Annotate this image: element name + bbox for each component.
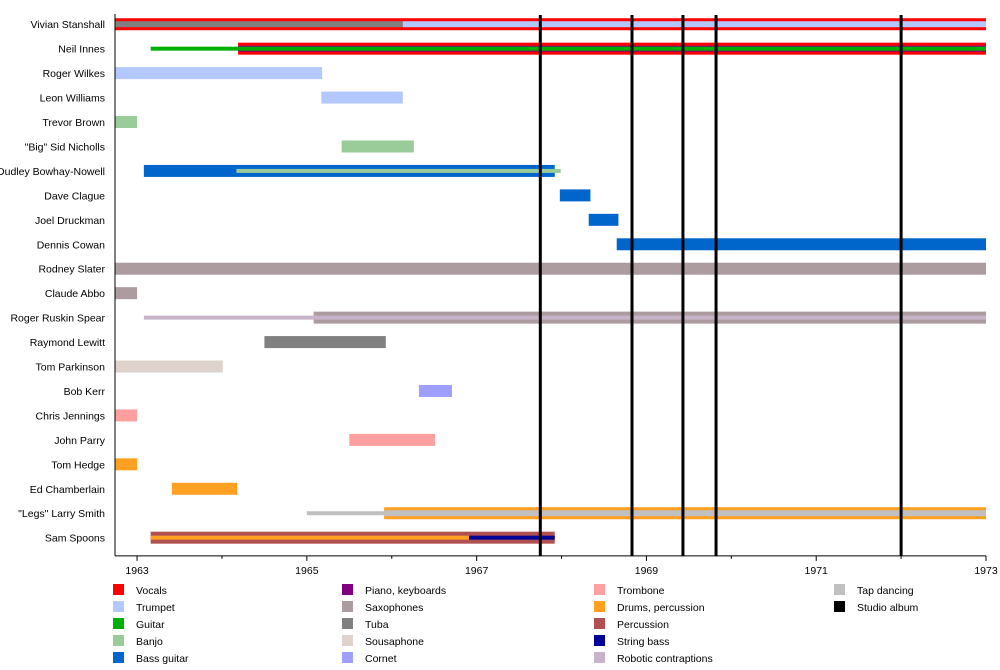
bar-banjo [115, 116, 138, 129]
legend-swatch [342, 584, 353, 595]
legend-label: Cornet [365, 653, 397, 665]
legend-swatch [834, 584, 845, 595]
member-label: Dudley Bowhay-Nowell [0, 166, 105, 178]
bar-saxophones [115, 262, 986, 275]
x-tick-label: 1963 [125, 565, 149, 577]
legend-swatch [594, 618, 605, 629]
legend-swatch [113, 618, 124, 629]
legend-label: Robotic contraptions [617, 653, 713, 665]
bar-tap-dancing [306, 511, 385, 516]
legend-label: Saxophones [365, 602, 423, 614]
studio-album-line [714, 15, 718, 556]
legend-label: Drums, percussion [617, 602, 705, 614]
member-label: Roger Wilkes [43, 68, 105, 80]
member-label: Raymond Lewitt [30, 337, 105, 349]
member-label: Rodney Slater [38, 264, 105, 276]
bar-guitar [238, 46, 986, 51]
legend-label: Trumpet [136, 602, 175, 614]
studio-album-line [681, 15, 685, 556]
x-tick-label: 1971 [805, 565, 829, 577]
bar-drums-percussion [150, 535, 470, 540]
legend-swatch [594, 584, 605, 595]
member-label: Vivian Stanshall [30, 19, 105, 31]
legend-label: String bass [617, 636, 670, 648]
x-tick-label: 1969 [635, 565, 659, 577]
legend-label: Bass guitar [136, 653, 189, 665]
member-label: Dennis Cowan [37, 239, 105, 251]
x-tick-label: 1965 [295, 565, 319, 577]
legend-label: Sousaphone [365, 636, 424, 648]
member-label: Leon Williams [40, 93, 105, 105]
legend-label: Percussion [617, 619, 669, 631]
bar-sousaphone [115, 360, 223, 373]
studio-album-line [899, 15, 903, 556]
member-label: Joel Druckman [35, 215, 105, 227]
member-label: Tom Parkinson [36, 362, 106, 374]
legend-label: Piano, keyboards [365, 585, 446, 597]
legend-swatch [342, 652, 353, 663]
legend-label: Vocals [136, 585, 167, 597]
bar-banjo [341, 140, 414, 153]
legend-swatch [342, 635, 353, 646]
legend-swatch [834, 601, 845, 612]
studio-album-line [538, 15, 542, 556]
legend-swatch [594, 652, 605, 663]
bar-string-bass [469, 535, 555, 540]
legend-swatch [113, 652, 124, 663]
member-label: Chris Jennings [36, 410, 105, 422]
member-label: "Big" Sid Nicholls [25, 141, 105, 153]
legend-swatch [113, 635, 124, 646]
x-tick-label: 1973 [974, 565, 998, 577]
member-label: Roger Ruskin Spear [10, 313, 105, 325]
bar-tuba [115, 21, 403, 28]
legend-label: Trombone [617, 585, 665, 597]
bar-trumpet [115, 67, 323, 80]
bar-trombone [115, 409, 138, 422]
bar-cornet [418, 384, 453, 397]
member-label: Bob Kerr [64, 386, 106, 398]
legend-label: Banjo [136, 636, 163, 648]
member-label: John Parry [54, 435, 106, 447]
legend-label: Tuba [365, 619, 389, 631]
bar-trumpet [321, 91, 403, 104]
member-label: "Legs" Larry Smith [18, 508, 105, 520]
legend-label: Guitar [136, 619, 165, 631]
member-label: Tom Hedge [51, 459, 105, 471]
x-tick-label: 1967 [465, 565, 489, 577]
legend-swatch [342, 601, 353, 612]
member-label: Neil Innes [58, 44, 105, 56]
member-label: Dave Clague [44, 190, 105, 202]
bar-robotic-contraptions [313, 315, 986, 320]
legend-swatch [594, 635, 605, 646]
legend-swatch [113, 601, 124, 612]
bar-saxophones [115, 287, 138, 300]
bar-bass-guitar [559, 189, 591, 202]
legend-swatch [113, 584, 124, 595]
member-label: Ed Chamberlain [30, 484, 105, 496]
studio-album-line [630, 15, 634, 556]
bar-robotic-contraptions [143, 315, 314, 320]
bar-bass-guitar [588, 213, 619, 226]
legend-label: Tap dancing [857, 585, 914, 597]
bar-drums-percussion [171, 482, 238, 495]
legend-swatch [342, 618, 353, 629]
bar-tap-dancing [384, 510, 987, 517]
bar-tuba [264, 336, 386, 349]
legend-label: Studio album [857, 602, 919, 614]
member-label: Claude Abbo [45, 288, 105, 300]
member-label: Sam Spoons [45, 533, 105, 545]
bar-bass-guitar [616, 238, 986, 251]
legend-swatch [594, 601, 605, 612]
member-label: Trevor Brown [42, 117, 105, 129]
bar-trombone [349, 433, 436, 446]
bar-trumpet [402, 21, 986, 28]
bar-banjo [236, 168, 561, 173]
bar-drums-percussion [115, 458, 138, 471]
bar-guitar [150, 46, 239, 51]
